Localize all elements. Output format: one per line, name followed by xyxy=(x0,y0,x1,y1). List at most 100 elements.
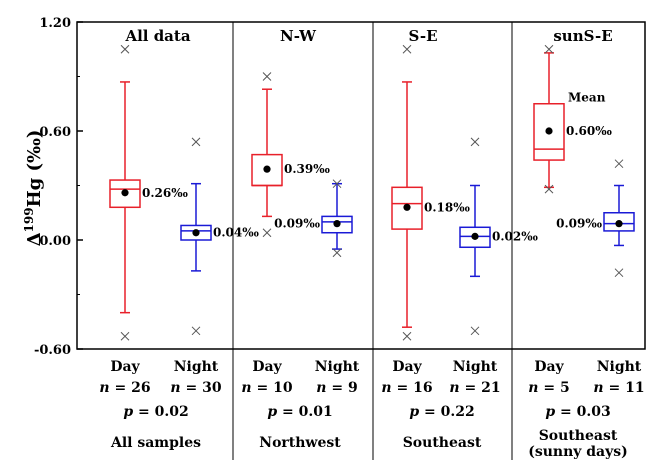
outlier-marker xyxy=(262,228,272,238)
sample-size-label: n = 10 xyxy=(241,380,292,396)
y-tick-label: 0.00 xyxy=(39,234,71,249)
mean-label: 0.26‰ xyxy=(142,186,188,200)
mean-label: 0.18‰ xyxy=(424,200,470,214)
condition-label: Day xyxy=(110,359,140,375)
outlier-stroke xyxy=(332,248,342,258)
y-tick-label: 0.60 xyxy=(39,125,71,140)
sample-size-value: = 5 xyxy=(538,380,569,396)
condition-label: Day xyxy=(534,359,564,375)
y-axis-label-prefix: Δ xyxy=(24,232,45,246)
p-value-number: = 0.22 xyxy=(419,404,475,420)
sample-size-symbol: n xyxy=(449,380,459,396)
condition-label: Night xyxy=(174,359,219,375)
sample-size-label: n = 5 xyxy=(528,380,569,396)
panel-layer xyxy=(109,44,635,341)
outlier-stroke xyxy=(191,326,201,336)
sample-size-symbol: n xyxy=(381,380,391,396)
outlier-stroke xyxy=(470,326,480,336)
sample-size-symbol: n xyxy=(241,380,251,396)
outlier-marker xyxy=(544,184,554,194)
panel-title: S-E xyxy=(408,27,437,45)
mean-point xyxy=(471,232,479,240)
p-value-number: = 0.02 xyxy=(133,404,189,420)
sample-size-value: = 16 xyxy=(392,380,433,396)
outlier-marker xyxy=(402,44,412,54)
mean-label: 0.04‰ xyxy=(213,226,259,240)
outlier-stroke xyxy=(614,159,624,169)
outlier-stroke xyxy=(262,72,272,81)
sample-size-value: = 10 xyxy=(252,380,293,396)
p-value-label: p = 0.02 xyxy=(123,404,188,420)
outlier-stroke xyxy=(402,44,412,54)
y-tick-label: 1.20 xyxy=(39,16,71,31)
mean-point xyxy=(192,229,200,237)
sample-size-label: n = 9 xyxy=(316,380,357,396)
mean-point xyxy=(121,189,129,197)
sample-size-value: = 11 xyxy=(604,380,645,396)
condition-label: Night xyxy=(315,359,360,375)
mean-label: 0.60‰ xyxy=(566,124,612,138)
outlier-marker xyxy=(544,44,554,54)
sample-size-symbol: n xyxy=(99,380,109,396)
sample-size-value: = 9 xyxy=(326,380,357,396)
outlier-stroke xyxy=(470,137,480,147)
sample-size-value: = 30 xyxy=(181,380,222,396)
mean-label: 0.09‰ xyxy=(274,217,320,231)
group-label: Northwest xyxy=(259,435,341,451)
panel-title: sunS-E xyxy=(553,27,612,45)
sample-size-symbol: n xyxy=(170,380,180,396)
mean-annotation: Mean xyxy=(568,91,606,105)
outlier-marker xyxy=(470,326,480,336)
outlier-stroke xyxy=(262,228,272,238)
sample-size-label: n = 21 xyxy=(449,380,500,396)
axis-layer xyxy=(76,21,646,460)
condition-label: Night xyxy=(597,359,642,375)
p-value-number: = 0.01 xyxy=(277,404,333,420)
y-tick-label: -0.60 xyxy=(34,343,71,358)
group-label-secondary: (sunny days) xyxy=(528,444,628,460)
p-value-symbol: p xyxy=(267,404,277,420)
y-axis-label-sup: 199 xyxy=(22,207,36,232)
outlier-marker xyxy=(262,72,272,81)
sample-size-value: = 21 xyxy=(460,380,501,396)
outlier-stroke xyxy=(332,179,342,189)
panel-title: N-W xyxy=(280,27,317,45)
p-value-symbol: p xyxy=(409,404,419,420)
box-iqr xyxy=(391,186,423,230)
mean-label: 0.39‰ xyxy=(284,162,330,176)
outlier-marker xyxy=(332,248,342,258)
y-axis-label: Δ199Hg (‰) xyxy=(22,130,45,247)
p-value-symbol: p xyxy=(123,404,133,420)
sample-size-value: = 26 xyxy=(110,380,151,396)
y-axis-label-main: Hg (‰) xyxy=(24,130,45,208)
panel-title: All data xyxy=(124,27,190,45)
sample-size-symbol: n xyxy=(316,380,326,396)
outlier-stroke xyxy=(120,44,130,54)
group-label: Southeast xyxy=(403,435,482,451)
outlier-marker xyxy=(614,159,624,169)
outlier-marker xyxy=(120,44,130,54)
mean-point xyxy=(263,165,271,173)
group-label: All samples xyxy=(110,435,201,451)
sample-size-symbol: n xyxy=(593,380,603,396)
outlier-marker xyxy=(332,179,342,189)
condition-label: Night xyxy=(453,359,498,375)
outlier-marker xyxy=(402,331,412,341)
outlier-marker xyxy=(191,326,201,336)
mean-point xyxy=(403,203,411,211)
mean-point xyxy=(545,127,553,135)
sample-size-label: n = 30 xyxy=(170,380,221,396)
outlier-stroke xyxy=(614,268,624,278)
condition-label: Day xyxy=(392,359,422,375)
outlier-stroke xyxy=(191,137,201,147)
mean-label: 0.02‰ xyxy=(492,229,538,243)
sample-size-label: n = 11 xyxy=(593,380,644,396)
outlier-marker xyxy=(120,331,130,341)
p-value-label: p = 0.03 xyxy=(545,404,610,420)
sample-size-label: n = 16 xyxy=(381,380,432,396)
outlier-marker xyxy=(191,137,201,147)
p-value-number: = 0.03 xyxy=(555,404,611,420)
group-label: Southeast xyxy=(539,428,618,444)
